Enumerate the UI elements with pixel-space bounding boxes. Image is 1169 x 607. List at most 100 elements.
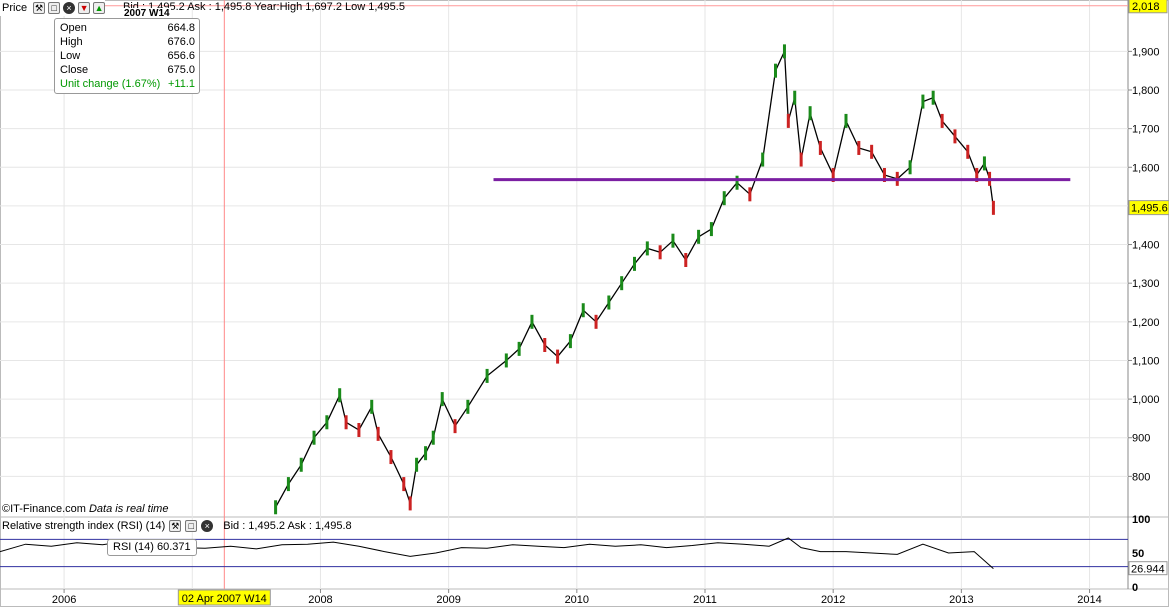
y-tick-label: 800 (1132, 471, 1150, 483)
arrow-down-icon[interactable]: ▼ (78, 2, 91, 14)
price-candle (953, 129, 957, 144)
price-candle (697, 229, 701, 244)
ohlc-label: Close (60, 64, 89, 76)
price-candle (556, 349, 560, 364)
rsi-legend: RSI (14) 60.371 (107, 539, 197, 556)
price-candle (344, 415, 348, 430)
price-candle (543, 338, 547, 352)
x-tick-label: 2009 (436, 594, 460, 606)
ohlc-value: 676.0 (167, 36, 195, 48)
wrench-icon[interactable]: ⚒ (169, 520, 182, 532)
y-tick-label: 1,400 (1132, 240, 1160, 252)
x-tick-label: 2008 (308, 594, 332, 606)
ohlc-row-high: High 676.0 (60, 35, 195, 49)
top-price-label: 2,018 (1132, 1, 1160, 13)
y-tick-label: 1,200 (1132, 317, 1160, 329)
ohlc-row-low: Low 656.6 (60, 49, 195, 63)
price-candle (633, 256, 636, 271)
y-tick-label: 1,300 (1132, 278, 1160, 290)
price-candle (415, 457, 419, 472)
price-candle (761, 152, 765, 167)
price-candle (940, 113, 944, 128)
price-candle (982, 156, 986, 171)
top-price-badge (1128, 0, 1168, 14)
wrench-icon[interactable]: ⚒ (33, 2, 46, 14)
price-candle (338, 388, 342, 403)
ohlc-label: High (60, 36, 83, 48)
price-candle (568, 334, 572, 349)
price-candle (389, 450, 393, 465)
rsi-tick-label: 100 (1132, 514, 1150, 526)
x-tick-label: 2011 (693, 594, 717, 606)
source-suffix: Data is real time (88, 503, 169, 515)
price-candle (517, 341, 521, 356)
rsi-panel-title: Relative strength index (RSI) (14) (2, 520, 166, 532)
close-icon[interactable]: × (201, 520, 214, 532)
price-candle (882, 168, 886, 182)
chart-axes: 8009001,0001,1001,2001,3001,4001,5001,60… (52, 0, 1169, 606)
x-tick-label: 2014 (1077, 594, 1101, 606)
ohlc-value: 664.8 (167, 22, 195, 34)
price-candle (376, 426, 380, 441)
price-line (275, 51, 995, 508)
window-icon[interactable]: □ (185, 520, 198, 532)
price-toolbar: Price ⚒ □ × ▼ ▲ (0, 0, 106, 16)
rsi-last-badge (1128, 561, 1168, 576)
price-candle (774, 63, 777, 78)
close-icon[interactable]: × (63, 2, 76, 14)
price-candle (782, 44, 786, 59)
price-candle (831, 168, 835, 182)
cursor-date-label: 02 Apr 2007 W14 (182, 593, 267, 605)
window-icon[interactable]: □ (48, 2, 61, 14)
price-candle (402, 477, 406, 492)
price-candle (645, 241, 649, 256)
arrow-up-icon[interactable]: ▲ (93, 2, 106, 14)
x-tick-label: 2006 (52, 594, 76, 606)
ohlc-row-close: Close 675.0 (60, 63, 195, 77)
price-candle (709, 222, 713, 237)
price-candle (658, 245, 662, 260)
price-candle (620, 276, 624, 291)
y-tick-label: 1,700 (1132, 124, 1160, 136)
ohlc-label: Open (60, 22, 87, 34)
price-candle (735, 175, 739, 190)
price-candle (440, 392, 444, 407)
price-candle (530, 314, 534, 329)
price-candle (466, 399, 470, 414)
y-tick-label: 1,800 (1132, 85, 1160, 97)
price-candle (453, 419, 457, 434)
ohlc-row-open: Open 664.8 (60, 21, 195, 35)
price-candle (299, 457, 303, 472)
x-tick-label: 2013 (949, 594, 973, 606)
y-tick-label: 1,900 (1132, 46, 1160, 58)
y-tick-label: 1,600 (1132, 162, 1160, 174)
x-tick-label: 2012 (821, 594, 845, 606)
price-candle (431, 430, 435, 445)
price-candle (274, 500, 278, 515)
price-candle (325, 415, 329, 430)
price-candle (424, 446, 428, 461)
price-candle (722, 191, 726, 206)
price-candle (808, 106, 812, 121)
price-candle (870, 144, 874, 159)
ohlc-value: 656.6 (167, 50, 195, 62)
price-candle (684, 253, 688, 267)
price-candle (485, 368, 489, 383)
rsi-tick-label: 0 (1132, 582, 1138, 594)
source-prefix: ©IT-Finance.com (2, 503, 86, 515)
price-candle (671, 233, 675, 248)
price-candle (408, 496, 412, 511)
price-candle (975, 168, 979, 182)
price-candle (931, 90, 935, 105)
rsi-toolbar: Relative strength index (RSI) (14) ⚒ □ ×… (2, 520, 352, 532)
price-candle (966, 144, 970, 159)
rsi-tick-label: 50 (1132, 548, 1144, 560)
price-candle (286, 477, 290, 492)
rsi-last-label: 26.944 (1131, 564, 1165, 576)
price-candle (921, 94, 925, 109)
price-candle (581, 303, 585, 318)
price-series (274, 44, 1071, 515)
price-candle (504, 353, 508, 368)
price-candle (357, 423, 361, 437)
